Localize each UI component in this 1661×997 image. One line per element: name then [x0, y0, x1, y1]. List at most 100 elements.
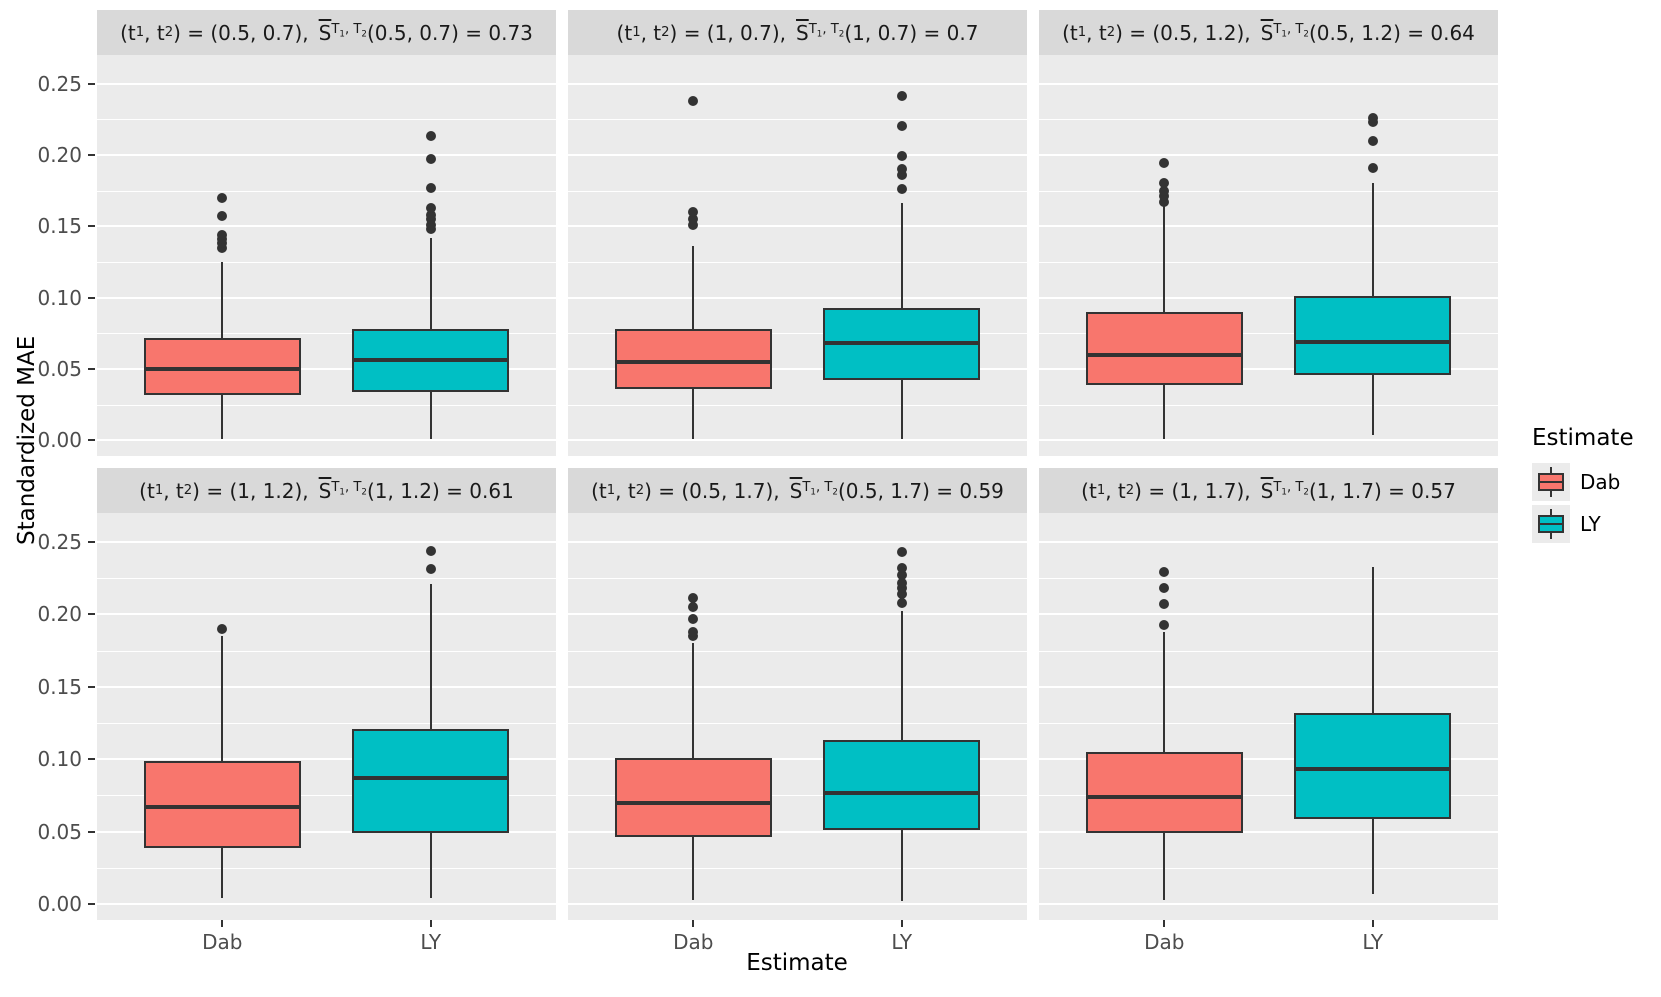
gridline-major — [1039, 685, 1498, 688]
outlier-point-ly — [896, 91, 907, 102]
whisker-upper-ly — [900, 611, 903, 741]
y-tick-label: 0.00 — [37, 892, 82, 917]
gridline-minor — [568, 795, 1027, 797]
whisker-lower-ly — [900, 380, 903, 439]
y-tick-mark — [88, 903, 95, 906]
gridline-major — [568, 439, 1027, 442]
boxplot-median-ly — [823, 341, 980, 346]
outlier-point-ly — [425, 545, 436, 556]
gridline-minor — [1039, 190, 1498, 192]
gridline-minor — [97, 723, 556, 725]
y-tick-label: 0.05 — [37, 819, 82, 844]
outlier-point-dab — [1159, 567, 1170, 578]
outlier-point-dab — [688, 593, 699, 604]
boxplot-box-dab — [144, 760, 301, 848]
facet-strip-2: (t 1, t 2) = (1, 0.7), S T1, T2 (1, 0.7) = 0… — [568, 10, 1027, 55]
gridline-minor — [97, 404, 556, 406]
facet-strip-4: (t 1, t 2) = (1, 1.2), S T1, T2 (1, 1.2) = 0… — [97, 468, 556, 513]
outlier-point-dab — [688, 602, 699, 613]
gridline-minor — [568, 723, 1027, 725]
boxplot-box-ly — [1294, 712, 1451, 819]
facet-panel-6 — [1039, 513, 1498, 920]
y-tick-label: 0.15 — [37, 214, 82, 239]
y-tick-mark — [88, 685, 95, 688]
boxplot-box-ly — [823, 740, 980, 831]
gridline-major — [97, 830, 556, 833]
legend-title: Estimate — [1532, 425, 1634, 451]
gridline-minor — [1039, 867, 1498, 869]
whisker-upper-dab — [1163, 631, 1166, 752]
x-tick-mark — [900, 920, 903, 927]
whisker-lower-dab — [221, 394, 224, 439]
outlier-point-dab — [217, 211, 228, 222]
gridline-major — [568, 225, 1027, 228]
whisker-lower-dab — [692, 388, 695, 439]
outlier-point-dab — [217, 623, 228, 634]
gridline-minor — [97, 333, 556, 335]
boxplot-median-dab — [1086, 352, 1243, 357]
outlier-point-ly — [1367, 112, 1378, 123]
gridline-major — [568, 685, 1027, 688]
gridline-major — [1039, 296, 1498, 299]
whisker-upper-dab — [221, 636, 224, 761]
gridline-minor — [97, 578, 556, 580]
facet-panel-4 — [97, 513, 556, 920]
whisker-lower-ly — [1371, 818, 1374, 894]
outlier-point-ly — [425, 564, 436, 575]
gridline-minor — [97, 119, 556, 121]
gridline-major — [568, 613, 1027, 616]
outlier-point-ly — [896, 597, 907, 608]
y-tick-label: 0.20 — [37, 602, 82, 627]
outlier-point-ly — [896, 121, 907, 132]
x-tick-mark — [1163, 920, 1166, 927]
y-tick-label: 0.25 — [37, 71, 82, 96]
gridline-major — [568, 367, 1027, 370]
y-tick-label: 0.20 — [37, 142, 82, 167]
whisker-upper-dab — [692, 643, 695, 758]
legend-label: LY — [1580, 512, 1601, 536]
facet-strip-3: (t 1, t 2) = (0.5, 1.2), S T1, T2 (0.5, 1.2)… — [1039, 10, 1498, 55]
y-tick-mark — [88, 367, 95, 370]
gridline-major — [1039, 830, 1498, 833]
gridline-major — [568, 830, 1027, 833]
whisker-upper-ly — [1371, 183, 1374, 297]
boxplot-box-ly — [1294, 296, 1451, 375]
gridline-minor — [1039, 795, 1498, 797]
gridline-major — [97, 367, 556, 370]
outlier-point-dab — [1159, 619, 1170, 630]
boxplot-box-dab — [1086, 311, 1243, 385]
gridline-major — [97, 903, 556, 906]
y-tick-label: 0.25 — [37, 529, 82, 554]
gridline-major — [1039, 225, 1498, 228]
x-axis-title: Estimate — [746, 950, 848, 976]
outlier-point-ly — [896, 563, 907, 574]
outlier-point-ly — [896, 583, 907, 594]
gridline-minor — [1039, 650, 1498, 652]
y-tick-mark — [88, 296, 95, 299]
x-tick-label: Dab — [1144, 930, 1185, 954]
outlier-point-ly — [425, 219, 436, 230]
gridline-minor — [568, 261, 1027, 263]
outlier-point-dab — [1159, 185, 1170, 196]
gridline-minor — [568, 190, 1027, 192]
outlier-point-dab — [688, 626, 699, 637]
gridline-minor — [1039, 578, 1498, 580]
outlier-point-dab — [1159, 158, 1170, 169]
whisker-upper-ly — [1371, 566, 1374, 713]
outlier-point-ly — [896, 164, 907, 175]
whisker-upper-dab — [1163, 206, 1166, 312]
y-tick-label: 0.10 — [37, 285, 82, 310]
gridline-minor — [97, 795, 556, 797]
whisker-lower-ly — [900, 830, 903, 902]
facet-panel-3 — [1039, 55, 1498, 456]
facet-panel-1 — [97, 55, 556, 456]
gridline-major — [97, 82, 556, 85]
y-tick-label: 0.15 — [37, 674, 82, 699]
x-tick-mark — [692, 920, 695, 927]
gridline-major — [1039, 540, 1498, 543]
gridline-minor — [1039, 333, 1498, 335]
gridline-major — [97, 540, 556, 543]
key-median-line — [1538, 481, 1564, 483]
outlier-point-dab — [688, 206, 699, 217]
gridline-minor — [568, 119, 1027, 121]
